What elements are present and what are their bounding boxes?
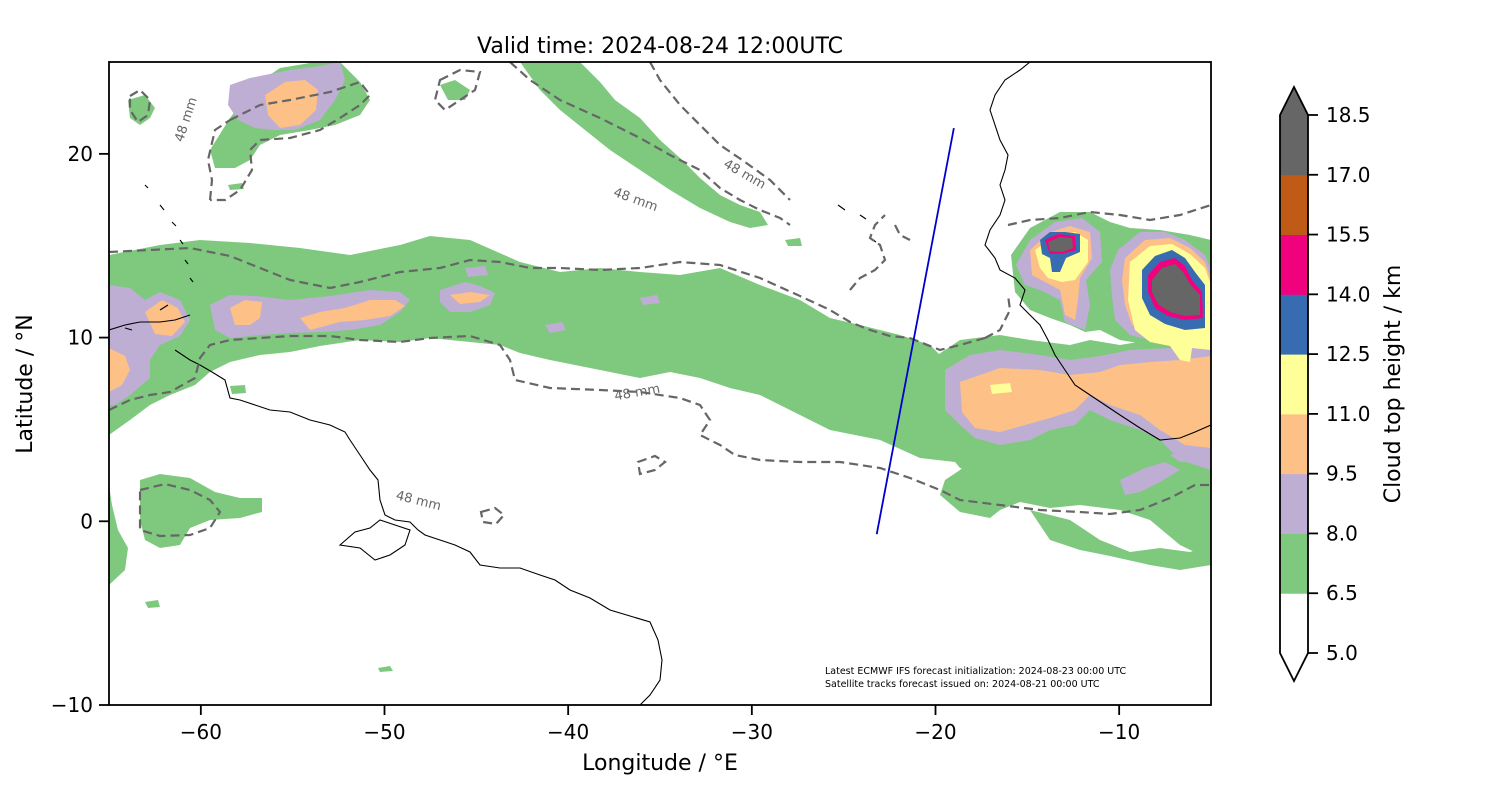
map-frame	[108, 61, 1212, 706]
colorbar-extend-low	[1280, 653, 1308, 681]
colorbar-segment	[1280, 473, 1308, 534]
colorbar-segment	[1280, 234, 1308, 295]
x-tick-label: −10	[1098, 720, 1140, 744]
y-axis-label: Latitude / °N	[13, 314, 38, 453]
colorbar-tick-label: 14.0	[1326, 282, 1371, 306]
colorbar-tick-label: 15.5	[1326, 223, 1371, 247]
colorbar-segment	[1280, 174, 1308, 236]
colorbar-tick-label: 9.5	[1326, 462, 1358, 486]
colorbar-tick-label: 6.5	[1326, 581, 1358, 605]
colorbar-segment	[1280, 294, 1308, 355]
colorbar: 5.0 6.5 8.0 9.5 11.0 12.5 14.0 15.5 17.0 18.5	[1279, 84, 1371, 684]
precipitable-water-contours-48mm	[109, 62, 1211, 538]
x-axis-ticks: −60 −50 −40 −30 −20 −10	[180, 705, 1140, 744]
colorbar-segment	[1280, 533, 1308, 594]
colorbar-extend-high	[1280, 87, 1308, 115]
forecast-initialization-note: Latest ECMWF IFS forecast initialization…	[825, 666, 1126, 677]
africa-coastline	[984, 62, 1211, 441]
x-tick-label: −20	[914, 720, 956, 744]
x-tick-label: −60	[180, 720, 222, 744]
colorbar-tick-label: 18.5	[1326, 103, 1371, 127]
colorbar-segment	[1280, 115, 1308, 176]
colorbar-tick-label: 17.0	[1326, 163, 1371, 187]
figure-title: Valid time: 2024-08-24 12:00UTC	[477, 34, 843, 59]
x-tick-label: −40	[547, 720, 589, 744]
colorbar-segment	[1280, 593, 1308, 654]
colorbar-tick-label: 8.0	[1326, 521, 1358, 545]
satellite-track-note: Satellite tracks forecast issued on: 202…	[825, 679, 1100, 690]
south-america-coastline	[174, 349, 663, 705]
y-tick-label: −10	[51, 693, 93, 717]
satellite-track-line	[875, 127, 955, 535]
colorbar-tick-label: 11.0	[1326, 402, 1371, 426]
colorbar-tick-label: 12.5	[1326, 342, 1371, 366]
colorbar-segment	[1280, 413, 1308, 475]
x-axis-label: Longitude / °E	[582, 751, 738, 776]
colorbar-tick-label: 5.0	[1326, 641, 1358, 665]
y-axis-ticks: 20 10 0 −10	[51, 142, 109, 717]
y-tick-label: 20	[68, 142, 93, 166]
y-tick-label: 0	[80, 509, 93, 533]
y-tick-label: 10	[68, 326, 93, 350]
caribbean-islands	[109, 314, 191, 331]
x-tick-label: −30	[731, 720, 773, 744]
colorbar-segment	[1280, 354, 1308, 415]
amazon-delta-coastline	[338, 519, 411, 561]
cloud-field-17-18.5km	[1048, 237, 1200, 316]
colorbar-label: Cloud top height / km	[1381, 265, 1406, 504]
coastlines	[109, 62, 1211, 705]
x-tick-label: −50	[363, 720, 405, 744]
